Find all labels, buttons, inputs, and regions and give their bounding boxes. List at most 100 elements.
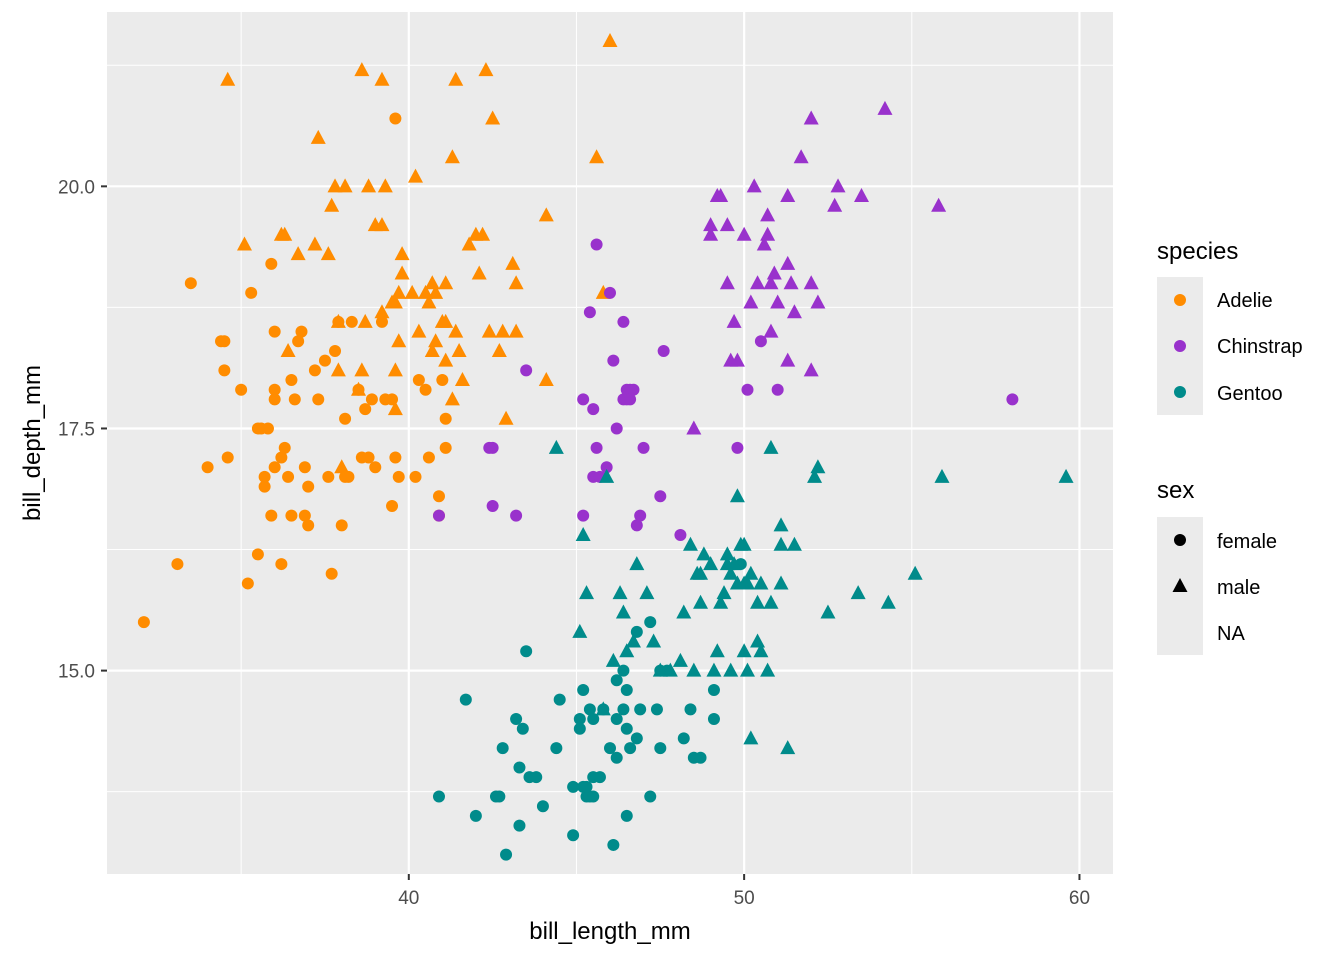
point-gentoo-male [739, 575, 755, 590]
point-adelie-male [491, 342, 507, 357]
y-tick-label: 15.0 [58, 662, 95, 683]
point-gentoo-female [650, 703, 663, 716]
point-gentoo-male [773, 517, 789, 532]
point-gentoo-male [612, 585, 628, 600]
point-adelie-male [424, 342, 440, 357]
point-chinstrap-female [731, 441, 744, 454]
point-gentoo-female [567, 829, 580, 842]
plot-panel [107, 12, 1113, 874]
point-adelie-female [419, 383, 432, 396]
point-gentoo-female [432, 790, 445, 803]
point-chinstrap-male [780, 188, 796, 203]
point-chinstrap-male [803, 362, 819, 377]
point-gentoo-male [907, 565, 923, 580]
point-adelie-female [342, 470, 355, 483]
point-adelie-female [369, 461, 382, 474]
point-adelie-male [444, 391, 460, 406]
point-adelie-female [379, 393, 392, 406]
point-chinstrap-female [607, 354, 620, 367]
point-gentoo-female [654, 742, 667, 755]
point-gentoo-female [573, 713, 586, 726]
point-gentoo-female [516, 722, 529, 735]
point-adelie-female [439, 441, 452, 454]
point-adelie-male [374, 304, 390, 319]
point-gentoo-male [780, 740, 796, 755]
point-chinstrap-male [763, 323, 779, 338]
point-chinstrap-female [624, 393, 637, 406]
point-chinstrap-female [600, 461, 613, 474]
point-gentoo-female [536, 800, 549, 813]
point-adelie-male [357, 313, 373, 328]
point-adelie-male [498, 410, 514, 425]
point-chinstrap-male [719, 217, 735, 232]
point-adelie-female [295, 325, 308, 338]
point-gentoo-male [736, 643, 752, 658]
point-gentoo-female [580, 780, 593, 793]
point-gentoo-female [610, 674, 623, 687]
point-gentoo-male [743, 565, 759, 580]
point-gentoo-female [617, 703, 630, 716]
point-adelie-female [288, 393, 301, 406]
point-chinstrap-female [510, 509, 523, 522]
point-chinstrap-male [703, 226, 719, 241]
point-adelie-female [282, 470, 295, 483]
point-gentoo-male [605, 652, 621, 667]
point-adelie-male [330, 313, 346, 328]
x-tick-label: 60 [1069, 888, 1090, 909]
point-gentoo-male [703, 556, 719, 571]
point-gentoo-male [713, 594, 729, 609]
point-gentoo-female [644, 790, 657, 803]
point-adelie-male [508, 323, 524, 338]
point-adelie-female [308, 364, 321, 377]
point-chinstrap-male [780, 352, 796, 367]
point-gentoo-female [624, 742, 637, 755]
point-chinstrap-female [617, 315, 630, 328]
point-adelie-male [478, 62, 494, 77]
point-chinstrap-male [803, 110, 819, 125]
point-adelie-female [359, 403, 372, 416]
point-chinstrap-female [486, 499, 499, 512]
point-adelie-female [268, 461, 281, 474]
point-adelie-female [251, 548, 264, 561]
point-adelie-female [298, 461, 311, 474]
point-adelie-female [375, 315, 388, 328]
point-adelie-male [277, 226, 293, 241]
point-chinstrap-female [771, 383, 784, 396]
point-adelie-male [327, 178, 343, 193]
point-adelie-female [265, 257, 278, 270]
point-chinstrap-female [637, 441, 650, 454]
point-adelie-male [394, 246, 410, 261]
point-adelie-female [278, 441, 291, 454]
point-chinstrap-male [713, 188, 729, 203]
point-adelie-female [255, 422, 268, 435]
point-adelie-male [337, 178, 353, 193]
point-adelie-female [265, 509, 278, 522]
point-adelie-male [236, 236, 252, 251]
point-chinstrap-male [686, 420, 702, 435]
point-adelie-male [351, 381, 366, 396]
point-chinstrap-male [786, 304, 802, 319]
point-adelie-female [258, 480, 271, 493]
point-chinstrap-male [736, 226, 752, 241]
point-adelie-female [235, 383, 248, 396]
point-gentoo-male [579, 585, 595, 600]
point-chinstrap-female [577, 393, 590, 406]
grid-lines [107, 12, 1113, 874]
point-gentoo-female [610, 751, 623, 764]
point-chinstrap-male [780, 255, 796, 270]
point-gentoo-male [693, 594, 709, 609]
point-gentoo-female [587, 713, 600, 726]
point-gentoo-female [510, 713, 523, 726]
point-gentoo-male [696, 546, 712, 561]
point-gentoo-male [676, 604, 692, 619]
x-axis-title: bill_length_mm [529, 918, 690, 945]
point-gentoo-female [573, 722, 586, 735]
point-gentoo-male [786, 536, 802, 551]
point-chinstrap-female [604, 286, 616, 299]
point-gentoo-male [709, 643, 725, 658]
point-adelie-female [218, 364, 231, 377]
point-adelie-male [495, 323, 511, 338]
point-gentoo-male [548, 439, 564, 454]
point-chinstrap-male [810, 294, 826, 309]
